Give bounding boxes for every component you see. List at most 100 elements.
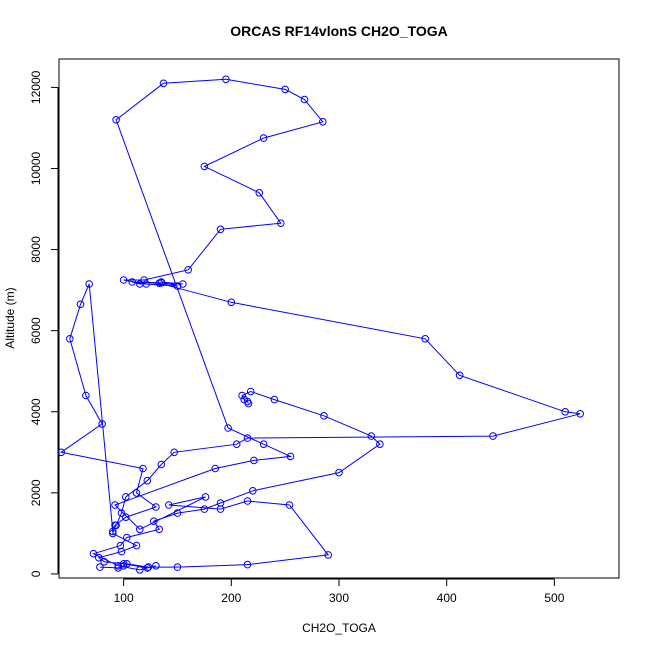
data-point <box>576 410 585 418</box>
data-point <box>157 460 166 469</box>
data-point <box>136 280 144 288</box>
data-point <box>136 525 144 534</box>
data-point <box>367 432 376 440</box>
data-point <box>82 391 90 400</box>
data-point <box>150 517 158 526</box>
data-point <box>270 395 279 404</box>
series-line <box>59 78 581 571</box>
data-point <box>122 493 130 501</box>
data-point <box>159 79 168 88</box>
data-point <box>173 509 182 517</box>
data-point <box>200 162 209 171</box>
data-point <box>170 448 178 457</box>
x-tick-label: 200 <box>221 591 241 605</box>
data-point <box>57 448 66 457</box>
data-point <box>184 266 192 274</box>
data-point <box>179 280 187 288</box>
data-point <box>128 278 136 286</box>
data-point <box>243 560 252 569</box>
data-point <box>285 501 294 509</box>
data-point <box>85 280 93 288</box>
data-point <box>132 489 141 497</box>
data-point <box>246 387 255 396</box>
data-point <box>100 558 108 566</box>
data-point <box>109 529 117 538</box>
data-point <box>324 551 333 559</box>
data-point <box>173 282 182 290</box>
data-point <box>143 476 152 485</box>
x-tick-label: 500 <box>544 591 564 605</box>
data-point <box>243 497 252 505</box>
y-axis: 0 2000 4000 6000 8000 10000 12000 <box>29 70 59 577</box>
data-point <box>250 456 258 465</box>
data-point <box>319 118 327 126</box>
data-point <box>132 541 141 550</box>
data-point <box>123 560 131 568</box>
data-point <box>259 134 268 142</box>
data-point <box>335 468 343 477</box>
y-tick-label: 10000 <box>29 151 43 185</box>
y-tick-label: 6000 <box>29 317 43 344</box>
data-point <box>122 513 130 522</box>
data-point <box>140 276 148 284</box>
data-point <box>111 521 119 530</box>
data-point <box>281 85 290 94</box>
data-point <box>286 452 295 461</box>
data-point <box>455 371 464 380</box>
data-point <box>117 509 126 517</box>
data-point <box>277 219 285 227</box>
data-point <box>320 412 328 420</box>
series-layer <box>57 75 585 574</box>
data-point <box>123 533 131 542</box>
data-point <box>89 549 98 558</box>
x-tick-label: 100 <box>114 591 134 605</box>
y-tick-label: 12000 <box>29 70 43 104</box>
y-axis-label: Altitude (m) <box>3 287 17 348</box>
data-point <box>249 487 257 495</box>
data-point <box>119 276 128 284</box>
data-point <box>238 391 246 400</box>
data-point <box>143 564 152 572</box>
data-point <box>76 300 85 309</box>
data-point <box>139 464 147 473</box>
y-tick-label: 0 <box>29 570 43 577</box>
data-point <box>200 505 209 513</box>
data-point <box>232 440 241 449</box>
data-point <box>561 408 570 416</box>
data-point <box>243 434 252 442</box>
data-point <box>259 440 268 449</box>
data-point <box>300 95 309 104</box>
x-tick-label: 300 <box>329 591 349 605</box>
x-tick-label: 400 <box>437 591 457 605</box>
data-point <box>66 335 74 343</box>
data-point <box>216 225 225 234</box>
data-point <box>112 116 120 124</box>
data-point <box>421 335 430 343</box>
data-point <box>227 298 236 307</box>
data-point <box>119 560 128 568</box>
chart-title: ORCAS RF14vlonS CH2O_TOGA <box>230 23 448 39</box>
x-axis-label: CH2O_TOGA <box>302 621 376 635</box>
data-point <box>114 562 122 570</box>
data-point <box>136 566 144 574</box>
plot-frame <box>58 58 620 579</box>
data-point <box>222 75 230 84</box>
data-point <box>111 501 119 509</box>
data-point <box>116 541 125 550</box>
data-point <box>211 464 219 473</box>
data-point <box>255 189 264 197</box>
data-point <box>244 399 253 408</box>
data-point <box>152 503 160 511</box>
data-point <box>98 420 106 428</box>
data-point <box>376 440 384 449</box>
data-point <box>224 424 232 432</box>
data-point <box>201 493 210 501</box>
data-point <box>144 563 153 571</box>
data-point <box>173 563 182 571</box>
data-point <box>95 553 103 562</box>
y-tick-label: 4000 <box>29 398 43 425</box>
y-tick-label: 8000 <box>29 236 43 263</box>
y-tick-label: 2000 <box>29 479 43 506</box>
data-point <box>216 499 225 507</box>
